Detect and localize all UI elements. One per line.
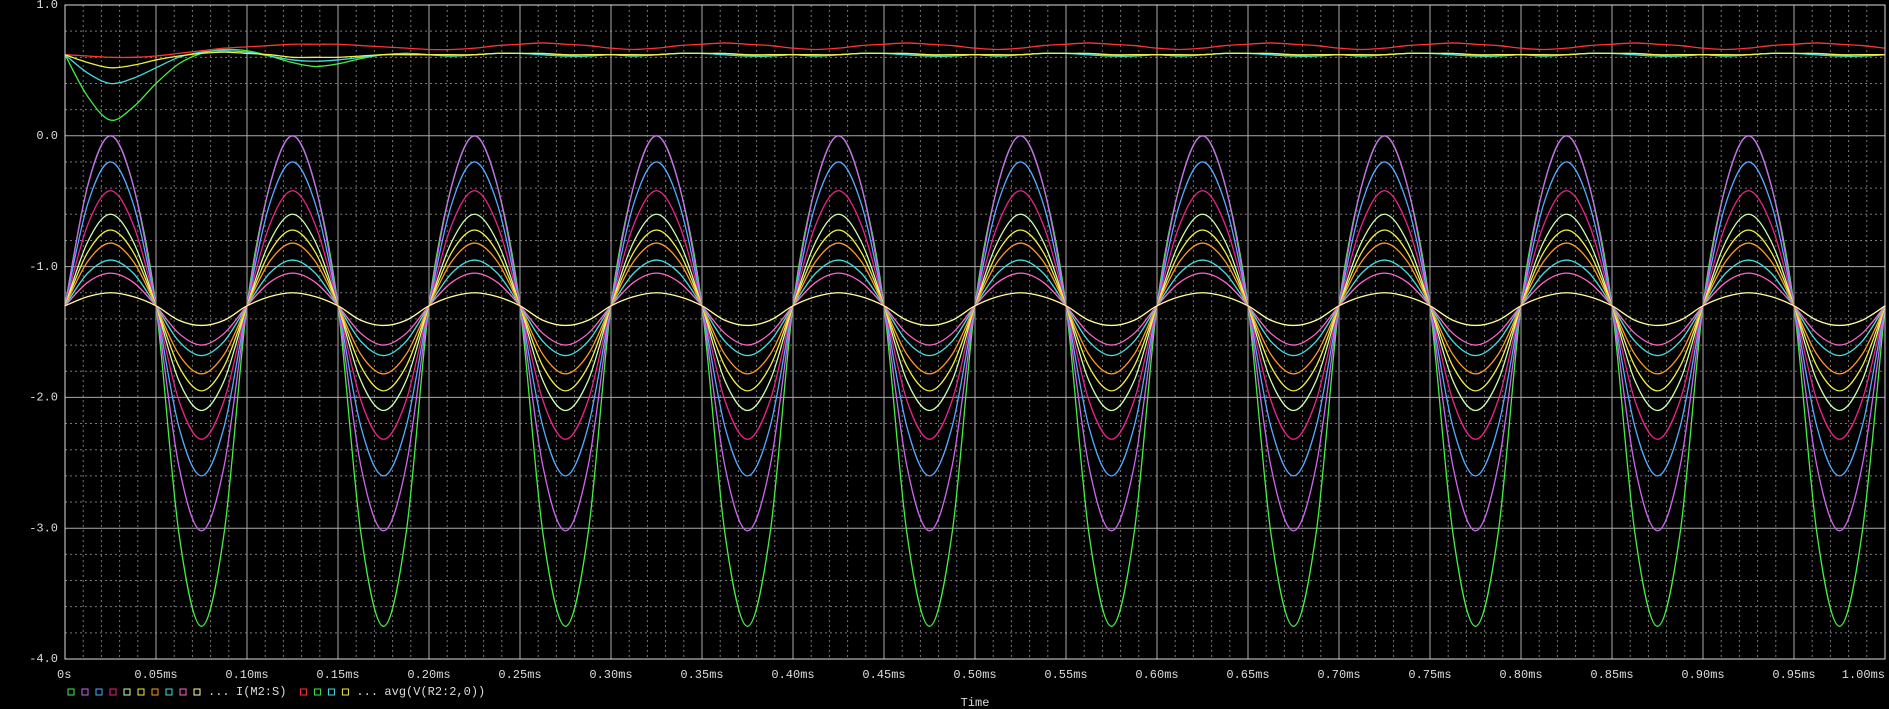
x-tick-label: 1.00ms xyxy=(1842,668,1885,682)
y-tick-label: -4.0 xyxy=(29,652,58,666)
x-tick-label: 0.15ms xyxy=(316,668,359,682)
x-tick-label: 0.40ms xyxy=(771,668,814,682)
x-tick-label: 0.25ms xyxy=(498,668,541,682)
grid xyxy=(64,4,1886,660)
legend-marker xyxy=(179,688,187,696)
legend-marker xyxy=(313,688,321,696)
x-tick-label: 0.30ms xyxy=(589,668,632,682)
legend-marker xyxy=(165,688,173,696)
y-tick-label: 1.0 xyxy=(36,0,58,12)
x-tick-label: 0.65ms xyxy=(1226,668,1269,682)
x-tick-label: 0.10ms xyxy=(225,668,268,682)
plot-frame xyxy=(64,4,1886,660)
x-tick-label: 0.60ms xyxy=(1135,668,1178,682)
legend-marker xyxy=(299,688,307,696)
x-tick-label: 0.95ms xyxy=(1772,668,1815,682)
x-tick-label: 0.50ms xyxy=(953,668,996,682)
series-line xyxy=(64,42,1886,59)
x-tick-label: 0.70ms xyxy=(1317,668,1360,682)
y-tick-label: -2.0 xyxy=(29,391,58,405)
legend-marker xyxy=(81,688,89,696)
legend-marker xyxy=(137,688,145,696)
curves xyxy=(64,42,1886,627)
x-tick-label: 0.90ms xyxy=(1681,668,1724,682)
legend-marker xyxy=(109,688,117,696)
legend-marker xyxy=(151,688,159,696)
legend-marker xyxy=(123,688,131,696)
x-tick-label: 0.85ms xyxy=(1590,668,1633,682)
series-line xyxy=(64,51,1885,69)
labels: 0s 0.05ms 0.10ms 0.15ms 0.20ms 0.25ms 0.30ms 0.… xyxy=(29,0,1885,699)
legend-label: I(M2:S) xyxy=(236,685,286,699)
legend-ellipsis: ... xyxy=(356,685,378,699)
legend-marker xyxy=(193,688,201,696)
x-tick-label: 0.20ms xyxy=(407,668,450,682)
legend-marker xyxy=(67,688,75,696)
legend-marker xyxy=(341,688,349,696)
x-tick-label: 0.45ms xyxy=(862,668,905,682)
x-tick-label: 0s xyxy=(57,668,71,682)
y-tick-label: -3.0 xyxy=(29,521,58,535)
legend-ellipsis: ... xyxy=(208,685,230,699)
x-tick-label: 0.05ms xyxy=(134,668,177,682)
x-tick-label: 0.80ms xyxy=(1499,668,1542,682)
series-line xyxy=(64,292,1886,327)
y-tick-label: 0.0 xyxy=(36,129,58,143)
legend-label: avg(V(R2:2,0)) xyxy=(384,685,485,699)
legend-marker xyxy=(327,688,335,696)
y-tick-label: -1.0 xyxy=(29,260,58,274)
x-tick-label: 0.35ms xyxy=(680,668,723,682)
x-axis-label: Time xyxy=(961,696,990,709)
x-tick-label: 0.75ms xyxy=(1408,668,1451,682)
legend-marker xyxy=(95,688,103,696)
x-tick-label: 0.55ms xyxy=(1044,668,1087,682)
